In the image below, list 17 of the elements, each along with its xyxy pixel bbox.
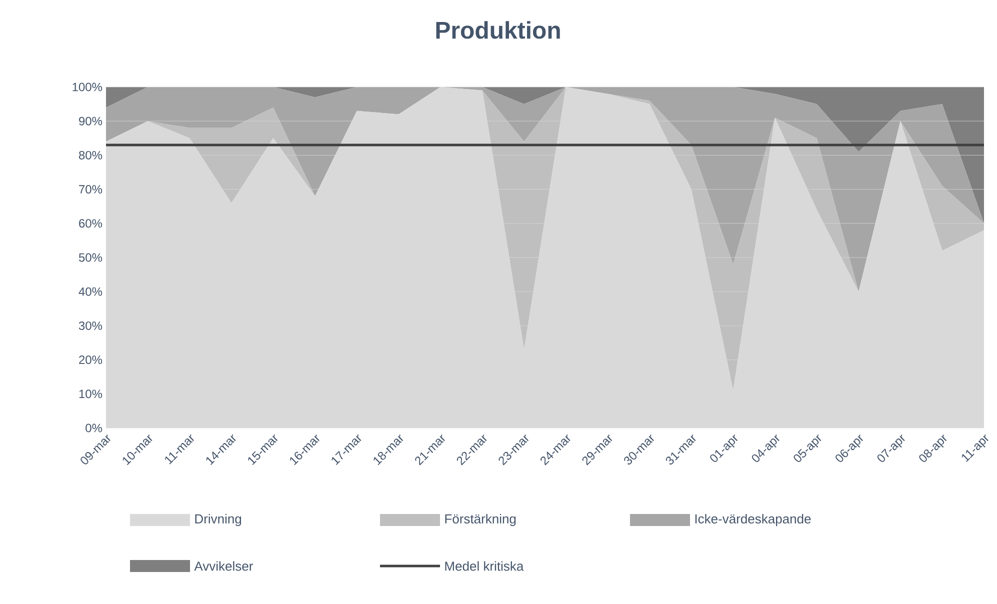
- y-tick-label: 50%: [78, 253, 102, 262]
- y-tick-label: 30%: [78, 321, 102, 330]
- y-tick-label: 40%: [78, 287, 102, 296]
- legend-label: Icke-värdeskapande: [695, 514, 811, 526]
- y-tick-label: 100%: [72, 82, 102, 92]
- y-tick-label: 60%: [79, 219, 102, 228]
- legend-label: Medel kritiska: [445, 561, 524, 571]
- y-tick-label: 80%: [78, 150, 102, 160]
- legend-label: Avvikelser: [194, 561, 253, 571]
- y-tick-label: 20%: [79, 356, 102, 364]
- legend-label: Drivning: [195, 514, 242, 526]
- y-tick-label: 0%: [86, 424, 102, 432]
- chart-title: Produktion: [436, 21, 560, 39]
- y-tick-label: 90%: [79, 116, 102, 126]
- legend-label: Förstärkning: [445, 514, 516, 526]
- y-tick-label: 70%: [79, 185, 102, 194]
- y-tick-label: 10%: [79, 390, 102, 398]
